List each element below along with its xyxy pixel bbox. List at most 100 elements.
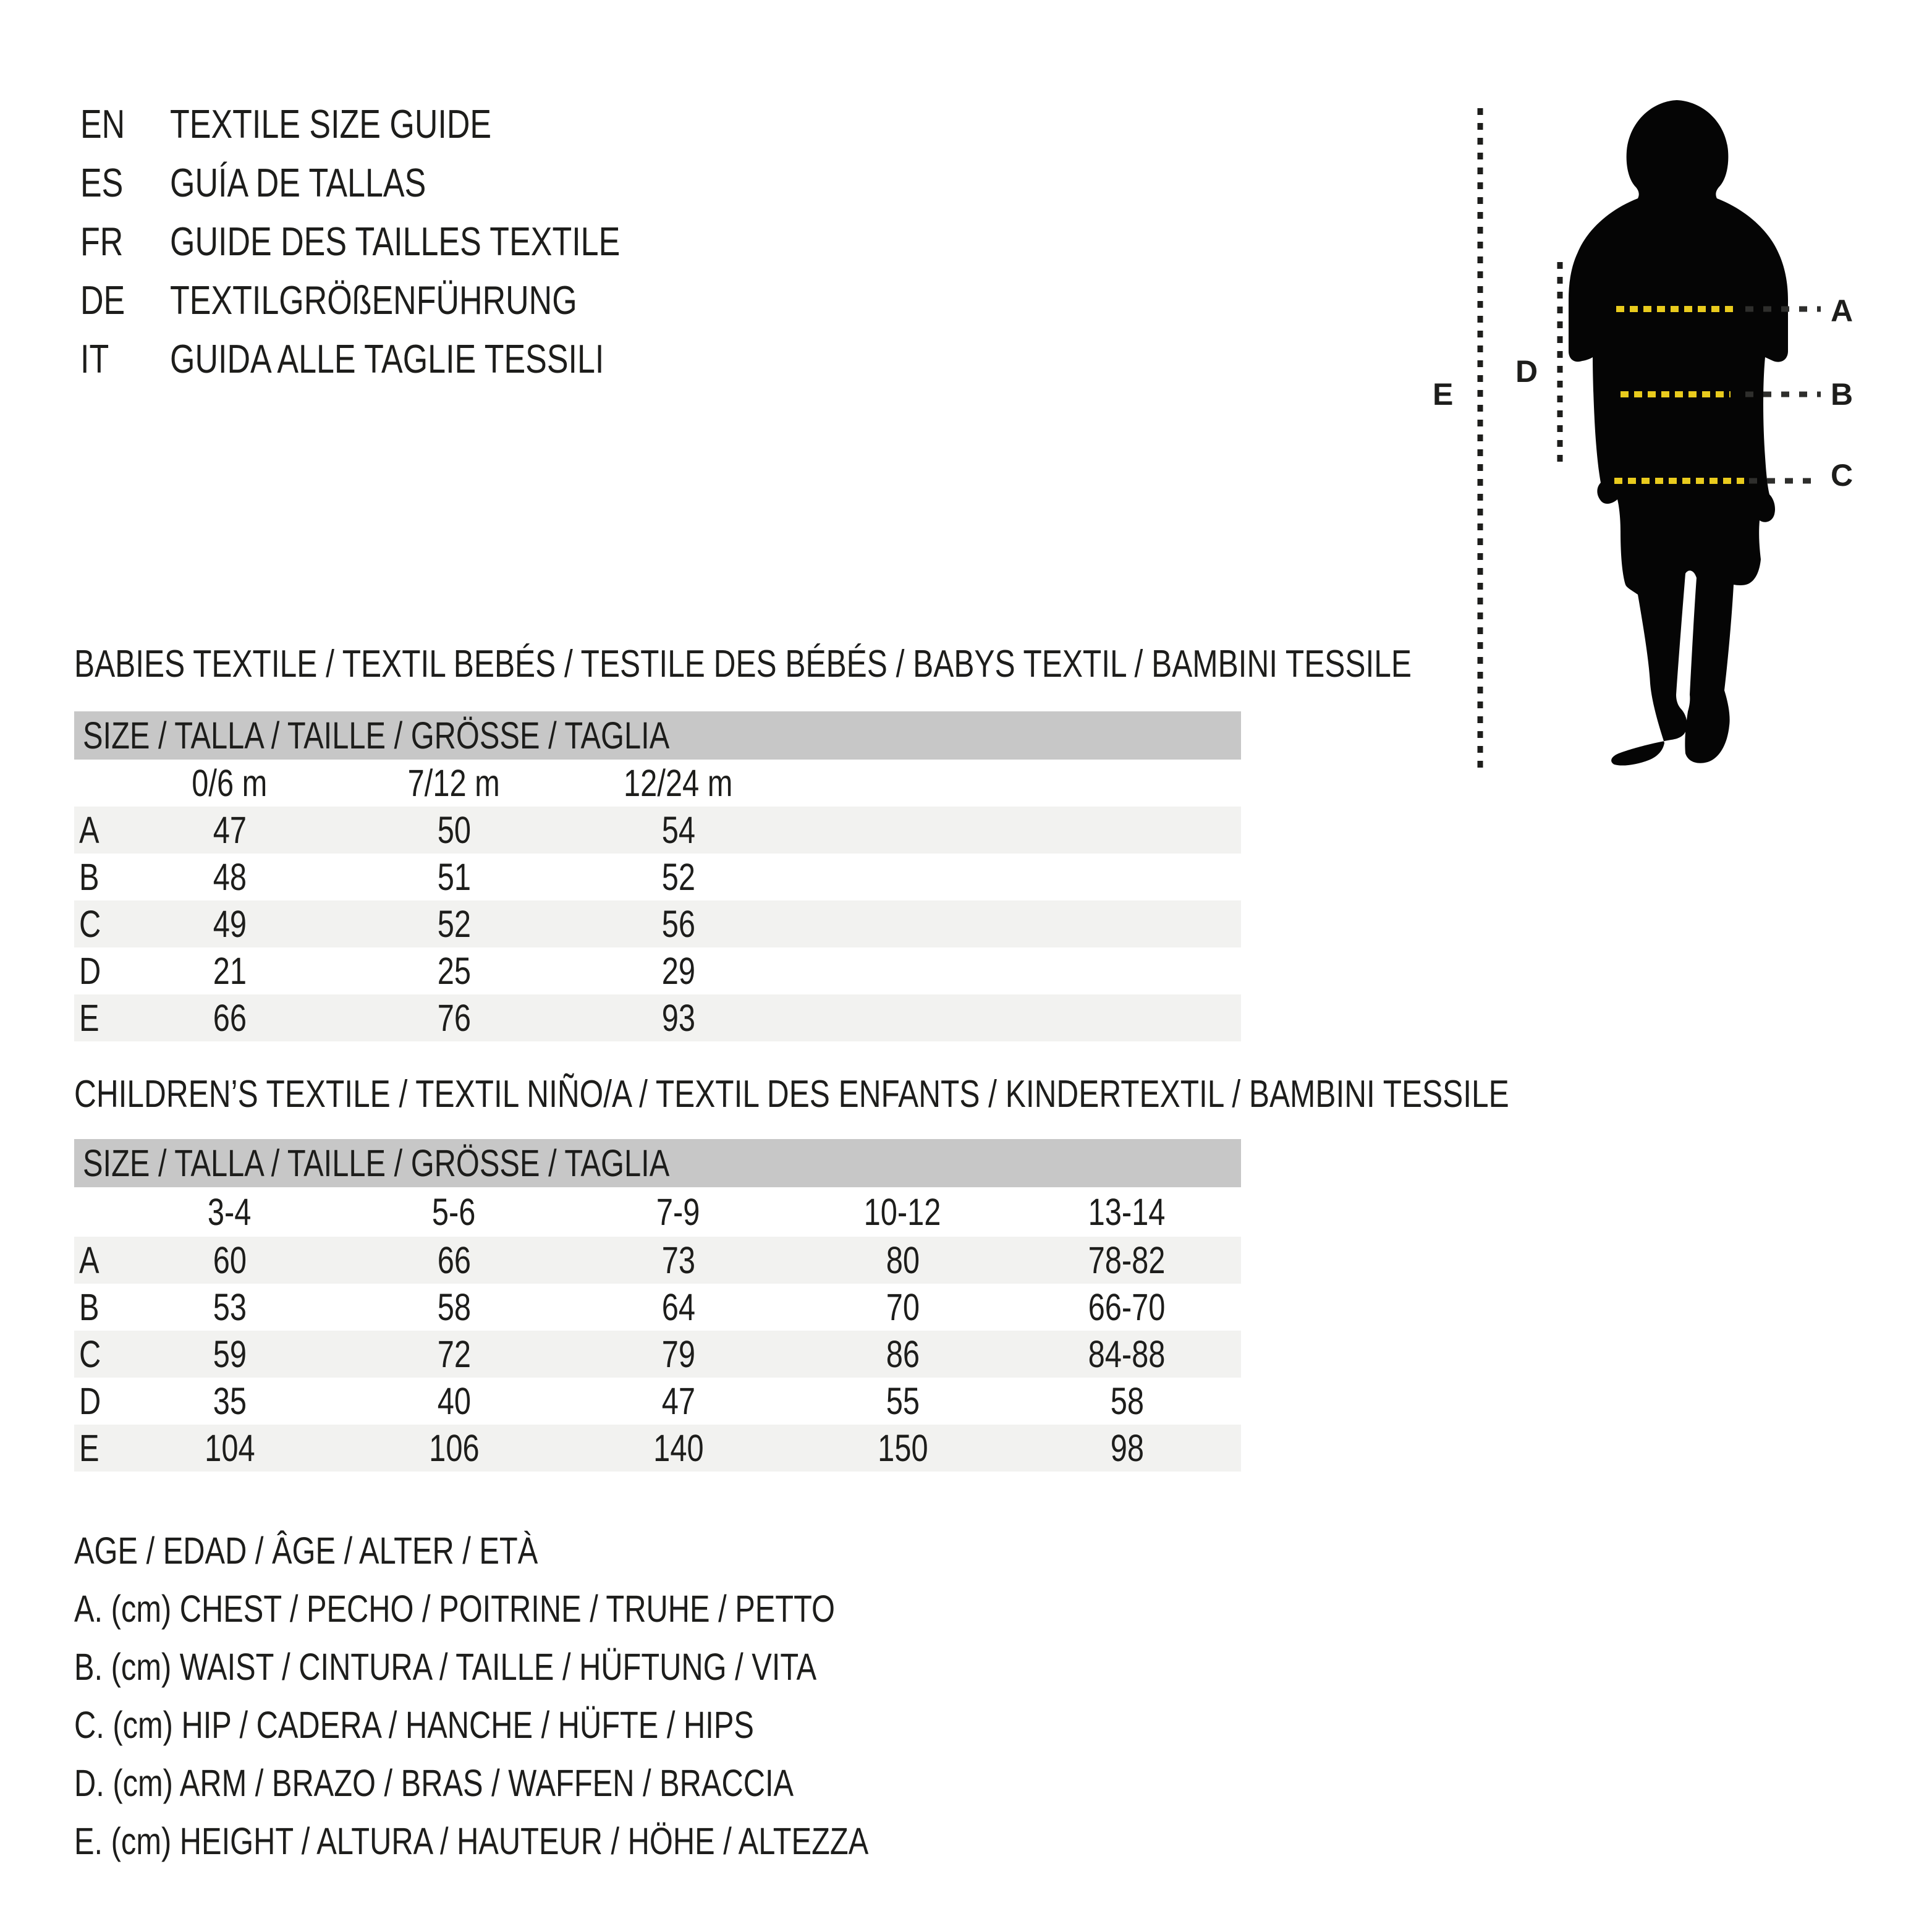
row-label: E [79,996,100,1039]
legend-line-waist: B. (cm) WAIST / CINTURA / TAILLE / HÜFTU… [74,1646,817,1688]
table-cell: 79 [661,1332,695,1375]
table-cell: 73 [661,1239,695,1281]
legend-line-hip: C. (cm) HIP / CADERA / HANCHE / HÜFTE / … [74,1704,754,1746]
language-title: GUIDE DES TAILLES TEXTILE [170,219,621,264]
table-cell: 52 [661,855,695,898]
row-label: C [79,1332,101,1375]
language-row-de: DE TEXTILGRÖßENFÜHRUNG [80,271,732,329]
table-cell: 54 [661,808,695,851]
figure-label-B: B [1831,377,1853,412]
row-label: A [79,808,100,851]
row-label: C [79,902,101,945]
table-cell: 51 [437,855,471,898]
table-cell: 53 [213,1286,247,1328]
children-size-table: 3-4 5-6 7-9 10-12 13-14 A 60 66 73 80 78… [74,1187,1241,1472]
table-cell: 150 [877,1426,928,1469]
table-cell: 60 [213,1239,247,1281]
column-header: 7-9 [656,1190,700,1233]
column-header: 13-14 [1088,1190,1166,1233]
row-label: D [79,1379,101,1422]
language-title: GUIDA ALLE TAGLIE TESSILI [170,336,604,381]
language-code: EN [80,101,125,146]
children-size-bar: SIZE / TALLA / TAILLE / GRÖSSE / TAGLIA [74,1139,1241,1187]
babies-size-table: 0/6 m 7/12 m 12/24 m A 47 50 54 B 48 51 … [74,760,1241,1041]
figure-label-D: D [1515,354,1538,389]
figure-label-A: A [1831,294,1853,328]
table-cell: 48 [213,855,247,898]
child-silhouette [1569,100,1788,766]
table-cell: 49 [213,902,247,945]
language-code: DE [80,278,125,323]
table-cell: 140 [653,1426,704,1469]
table-cell: 106 [428,1426,480,1469]
table-cell: 58 [1110,1379,1144,1422]
table-cell: 55 [886,1379,920,1422]
table-cell: 47 [661,1379,695,1422]
table-row-C: C 59 72 79 86 84-88 [74,1331,1241,1378]
table-cell: 59 [213,1332,247,1375]
language-title-list: EN TEXTILE SIZE GUIDE ES GUÍA DE TALLAS … [80,95,732,388]
legend-line-age: AGE / EDAD / ÂGE / ALTER / ETÀ [74,1530,538,1572]
child-silhouette-figure: A B C D E [1433,100,1853,769]
column-header: 7/12 m [407,761,501,804]
table-row-A: A 60 66 73 80 78-82 [74,1237,1241,1284]
table-cell: 56 [661,902,695,945]
language-title: TEXTILGRÖßENFÜHRUNG [170,278,577,323]
table-cell: 80 [886,1239,920,1281]
language-row-fr: FR GUIDE DES TAILLES TEXTILE [80,212,732,271]
table-cell: 25 [437,949,471,992]
table-row-E: E 104 106 140 150 98 [74,1425,1241,1472]
table-cell: 29 [661,949,695,992]
table-cell: 66 [213,996,247,1039]
table-cell: 47 [213,808,247,851]
table-cell: 64 [661,1286,695,1328]
measurement-legend: AGE / EDAD / ÂGE / ALTER / ETÀ A. (cm) C… [74,1522,1067,1870]
language-code: IT [80,336,109,381]
language-title: GUÍA DE TALLAS [170,160,426,205]
babies-size-bar: SIZE / TALLA / TAILLE / GRÖSSE / TAGLIA [74,711,1241,760]
row-label: A [79,1239,100,1281]
table-cell: 35 [213,1379,247,1422]
row-label: E [79,1426,100,1469]
language-code: ES [80,160,124,205]
column-header: 0/6 m [192,761,268,804]
language-title: TEXTILE SIZE GUIDE [170,101,492,146]
table-row-D: D 35 40 47 55 58 [74,1378,1241,1425]
table-cell: 58 [437,1286,471,1328]
babies-section-heading: BABIES TEXTILE / TEXTIL BEBÉS / TESTILE … [74,643,1412,685]
table-row-C: C 49 52 56 [74,900,1241,947]
table-cell: 72 [437,1332,471,1375]
table-row-E: E 66 76 93 [74,994,1241,1041]
table-row-A: A 47 50 54 [74,807,1241,854]
children-section-heading: CHILDREN’S TEXTILE / TEXTIL NIÑO/A / TEX… [74,1073,1509,1116]
table-cell: 84-88 [1088,1332,1166,1375]
table-cell: 70 [886,1286,920,1328]
figure-label-C: C [1831,458,1853,493]
table-cell: 86 [886,1332,920,1375]
table-cell: 76 [437,996,471,1039]
table-cell: 104 [204,1426,255,1469]
table-row-B: B 53 58 64 70 66-70 [74,1284,1241,1331]
language-row-es: ES GUÍA DE TALLAS [80,153,732,212]
table-row-B: B 48 51 52 [74,854,1241,900]
table-cell: 78-82 [1088,1239,1166,1281]
table-cell: 21 [213,949,247,992]
column-header: 5-6 [432,1190,476,1233]
babies-header-row: 0/6 m 7/12 m 12/24 m [74,760,1241,807]
table-cell: 98 [1110,1426,1144,1469]
language-row-en: EN TEXTILE SIZE GUIDE [80,95,732,153]
column-header: 10-12 [864,1190,941,1233]
language-code: FR [80,219,124,264]
row-label: B [79,1286,100,1328]
row-label: D [79,949,101,992]
legend-line-height: E. (cm) HEIGHT / ALTURA / HAUTEUR / HÖHE… [74,1820,869,1862]
table-cell: 50 [437,808,471,851]
table-cell: 66 [437,1239,471,1281]
legend-line-chest: A. (cm) CHEST / PECHO / POITRINE / TRUHE… [74,1588,835,1630]
table-cell: 66-70 [1088,1286,1166,1328]
legend-line-arm: D. (cm) ARM / BRAZO / BRAS / WAFFEN / BR… [74,1762,794,1804]
table-cell: 52 [437,902,471,945]
table-cell: 93 [661,996,695,1039]
row-label: B [79,855,100,898]
